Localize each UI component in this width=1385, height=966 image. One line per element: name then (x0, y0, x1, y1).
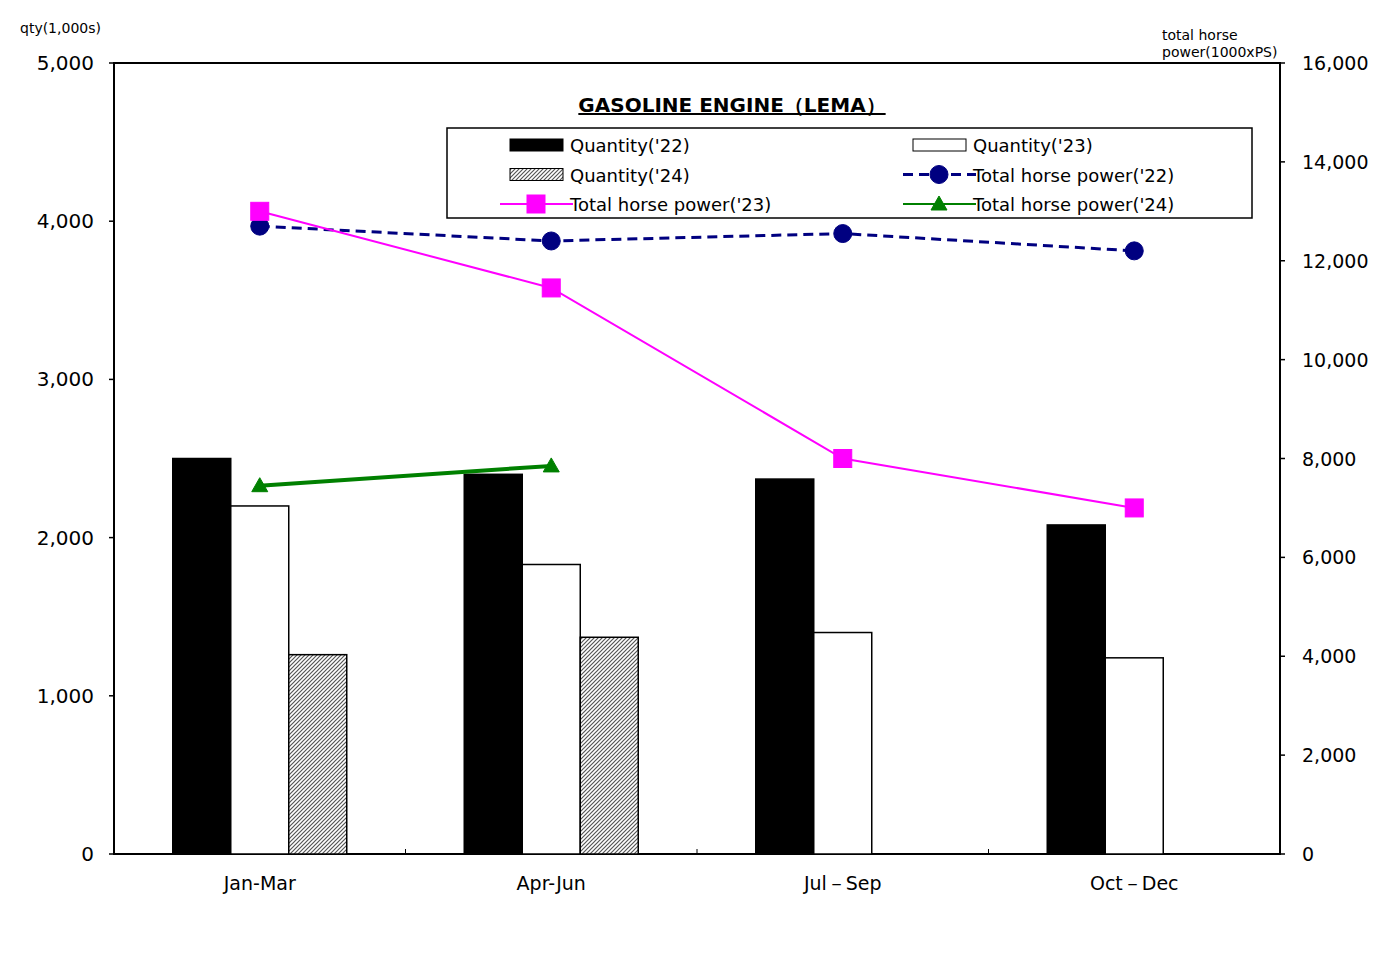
bar (1047, 525, 1105, 854)
line (260, 211, 1135, 508)
line-marker (1125, 242, 1143, 260)
bar (522, 564, 580, 854)
y2-tick-label: 14,000 (1302, 151, 1368, 173)
y-tick (109, 220, 114, 222)
plot-data (173, 202, 1164, 854)
y2-tick-label: 0 (1302, 843, 1314, 865)
y-tick-label: 4,000 (37, 209, 94, 233)
y2-axis-title: total horse power(1000xPS) (1162, 27, 1277, 60)
y2-tick (1280, 656, 1285, 658)
legend: Quantity('22) Quantity('23) Quantity('24) T… (447, 128, 1252, 218)
y-axis-title: qty(1,000s) (20, 20, 101, 36)
legend-marker (527, 195, 545, 213)
y2-tick-label: 8,000 (1302, 448, 1356, 470)
bar (289, 655, 347, 854)
line (260, 226, 1135, 251)
y-tick (109, 853, 114, 855)
line-marker (1125, 499, 1143, 517)
legend-label: Total horse power('22) (972, 165, 1174, 186)
x-separator (988, 849, 989, 854)
chart: 0 1,000 2,000 3,000 4,000 5,000 0 2,000 4,000 6,0… (0, 0, 1385, 966)
legend-label: Total horse power('24) (972, 194, 1174, 215)
y2-tick-label: 2,000 (1302, 744, 1356, 766)
x-separator (405, 849, 406, 854)
line-marker (542, 279, 560, 297)
y2-tick (1280, 62, 1285, 64)
legend-box (447, 128, 1252, 218)
y2-tick (1280, 260, 1285, 262)
bar (756, 479, 814, 854)
y2-tick (1280, 161, 1285, 163)
bar (1105, 658, 1163, 854)
line-marker (834, 450, 852, 468)
legend-marker (930, 166, 948, 184)
y2-tick (1280, 754, 1285, 756)
legend-swatch (510, 139, 563, 151)
y-tick (109, 62, 114, 64)
y-tick (109, 537, 114, 539)
y2-tick (1280, 853, 1285, 855)
legend-label: Quantity('22) (570, 135, 690, 156)
y2-tick-label: 4,000 (1302, 645, 1356, 667)
legend-label: Quantity('23) (973, 135, 1093, 156)
y2-tick (1280, 458, 1285, 460)
x-tick-label: Apr-Jun (517, 872, 586, 894)
chart-title: GASOLINE ENGINE（LEMA） (578, 93, 885, 117)
line-marker (834, 225, 852, 243)
line-marker (252, 478, 268, 492)
y-tick-label: 0 (81, 842, 94, 866)
line-marker (542, 232, 560, 250)
bar (814, 633, 872, 854)
bar (464, 474, 522, 854)
y-tick-label: 3,000 (37, 367, 94, 391)
y-tick-label: 2,000 (37, 526, 94, 550)
y2-tick (1280, 359, 1285, 361)
y2-tick-label: 6,000 (1302, 546, 1356, 568)
y-tick (109, 379, 114, 381)
legend-label: Quantity('24) (570, 165, 690, 186)
y-tick (109, 695, 114, 697)
x-separator (697, 849, 698, 854)
line-marker (251, 202, 269, 220)
legend-swatch (913, 139, 966, 151)
legend-marker (931, 196, 947, 210)
legend-label: Total horse power('23) (569, 194, 771, 215)
x-tick-label: Jan-Mar (223, 872, 296, 894)
bar (231, 506, 289, 854)
y2-tick-label: 12,000 (1302, 250, 1368, 272)
bar (173, 459, 231, 855)
line (260, 466, 552, 486)
y-tick-label: 5,000 (37, 51, 94, 75)
y2-tick-label: 10,000 (1302, 349, 1368, 371)
legend-swatch (510, 169, 563, 181)
bar (580, 637, 638, 854)
y2-tick-label: 16,000 (1302, 52, 1368, 74)
x-tick-label: Oct－Dec (1090, 872, 1179, 894)
y-tick-label: 1,000 (37, 684, 94, 708)
plot-frame (114, 63, 1280, 854)
line-marker (543, 458, 559, 472)
x-tick-label: Jul－Sep (803, 872, 882, 894)
y2-tick (1280, 557, 1285, 559)
